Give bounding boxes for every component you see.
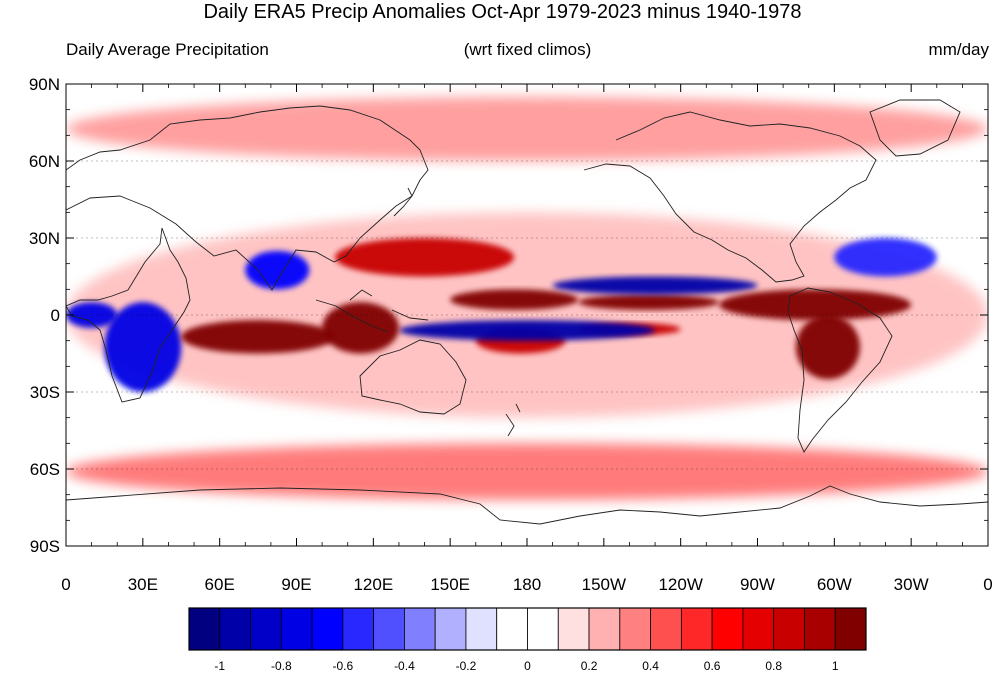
colorbar-swatch (465, 607, 498, 651)
colorbar-label: -1 (214, 659, 225, 673)
longitude-axis: 0 30E 60E 90E 120E 150E 180 150W 120W 90W 60W 30W 0 (61, 84, 993, 594)
colorbar-label: 0.8 (765, 659, 782, 673)
colorbar-swatch (434, 607, 467, 651)
units-label: mm/day (928, 40, 989, 59)
colorbar-swatch (188, 607, 221, 651)
colorbar-label: -0.6 (333, 659, 354, 673)
coastline-south-america (787, 287, 893, 453)
colorbar-swatch (557, 607, 590, 651)
anomaly-region (552, 276, 758, 295)
chart-title: Daily ERA5 Precip Anomalies Oct-Apr 1979… (203, 1, 802, 23)
colorbar-label: 0.4 (642, 659, 659, 673)
colorbar-swatch (404, 607, 436, 651)
colorbar-swatch (650, 607, 682, 651)
colorbar-label: -0.8 (271, 659, 292, 673)
coastline-indonesia (315, 289, 429, 333)
lon-tick-label: 90E (281, 575, 311, 594)
lon-tick-label: 0 (983, 575, 992, 594)
lat-tick-label: 30S (30, 383, 60, 402)
colorbar-swatch (711, 607, 744, 651)
lon-tick-label: 90W (740, 575, 775, 594)
coastline-antarctica (66, 485, 988, 525)
anomaly-region (719, 289, 912, 321)
coastline-africa (66, 227, 191, 403)
lon-tick-label: 0 (61, 575, 70, 594)
colorbar-swatch (342, 607, 375, 651)
coastline-greenland (869, 99, 961, 157)
colorbar-swatch (250, 607, 282, 651)
colorbar-swatch (527, 607, 559, 651)
coastlines (66, 99, 988, 525)
anomaly-region (245, 250, 310, 290)
colorbar-label: 0.2 (581, 659, 598, 673)
lon-tick-label: 30W (894, 575, 929, 594)
anomaly-region (66, 443, 988, 500)
coastline-north-america (583, 111, 877, 283)
anomaly-region (104, 302, 182, 393)
colorbar-swatch (773, 607, 805, 651)
anomaly-region (578, 294, 720, 310)
colorbar-swatch (804, 607, 836, 651)
lon-tick-label: 60W (817, 575, 852, 594)
anomaly-region (334, 238, 515, 277)
coastline-new-zealand (505, 403, 521, 437)
colorbar-swatch (834, 607, 867, 651)
colorbar-label: 0.6 (704, 659, 721, 673)
colorbar-swatch (619, 607, 651, 651)
anomaly-region (181, 320, 335, 354)
colorbar-swatch (588, 607, 621, 651)
colorbar-swatch (373, 607, 405, 651)
lat-tick-label: 90S (30, 537, 60, 556)
colorbar-swatch (496, 607, 528, 651)
lat-tick-label: 60N (29, 152, 60, 171)
lat-tick-label: 60S (30, 460, 60, 479)
anomaly-region (322, 302, 399, 354)
lat-tick-label: 30N (29, 229, 60, 248)
anomaly-region (398, 320, 656, 341)
lon-tick-label: 60E (205, 575, 235, 594)
grid-lines (66, 160, 988, 470)
lon-tick-label: 150E (430, 575, 470, 594)
anomaly-region (66, 96, 988, 161)
lon-tick-label: 120W (658, 575, 702, 594)
anomaly-region (450, 289, 579, 310)
coastline-japan (393, 187, 413, 217)
lat-tick-label: 90N (29, 75, 60, 94)
colorbar: -1 -0.8 -0.6 -0.4 -0.2 0 0.2 0.4 0.6 0.8 1 (188, 607, 867, 673)
colorbar-swatch (742, 607, 775, 651)
latitude-axis: 90N 60N 30N 0 30S 60S 90S (29, 75, 988, 556)
anomaly-region (795, 315, 860, 380)
anomaly-region (834, 238, 937, 277)
center-label: (wrt fixed climos) (463, 40, 592, 59)
left-label: Daily Average Precipitation (66, 40, 269, 59)
colorbar-swatch (219, 607, 251, 651)
colorbar-swatch (680, 607, 713, 651)
lon-tick-label: 120E (353, 575, 393, 594)
lat-tick-label: 0 (51, 306, 60, 325)
colorbar-label: -0.4 (394, 659, 415, 673)
lon-tick-label: 180 (513, 575, 541, 594)
colorbar-swatch (280, 607, 313, 651)
colorbar-label: 1 (832, 659, 839, 673)
colorbar-frame (188, 607, 867, 651)
colorbar-swatch (311, 607, 344, 651)
lon-tick-label: 150W (582, 575, 626, 594)
colorbar-label: 0 (524, 659, 531, 673)
lon-tick-label: 30E (128, 575, 158, 594)
colorbar-label: -0.2 (456, 659, 477, 673)
